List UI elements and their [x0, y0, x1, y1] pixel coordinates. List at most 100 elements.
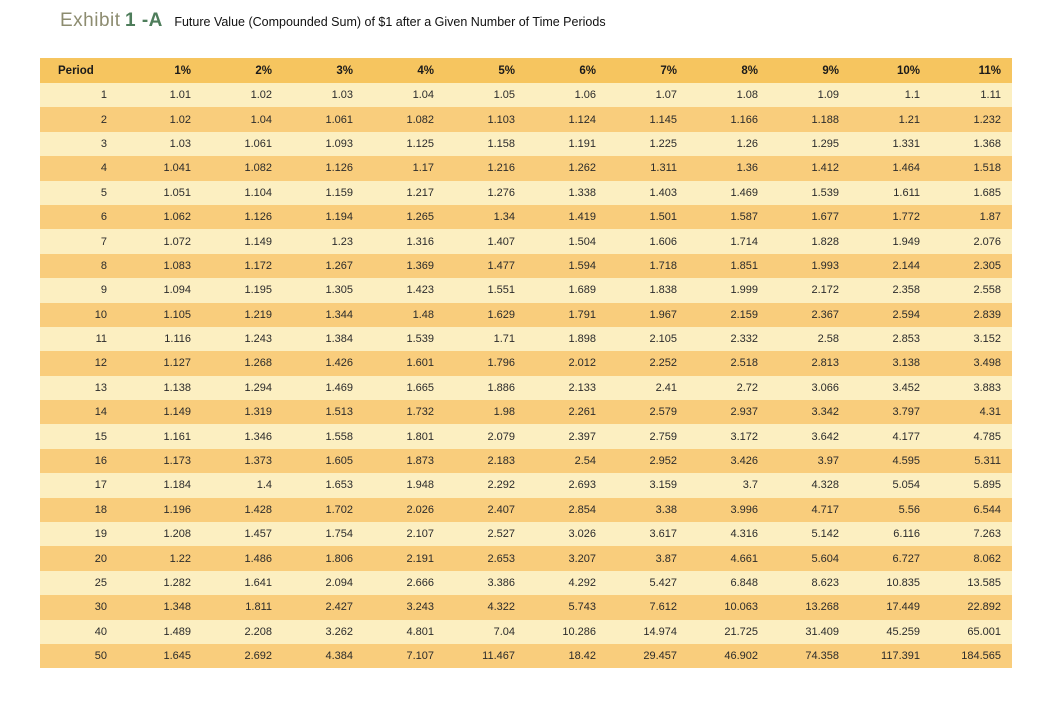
- value-cell: 10.286: [526, 619, 607, 644]
- value-cell: 1.04: [202, 107, 283, 132]
- value-cell: 1.208: [121, 522, 202, 547]
- value-cell: 1.11: [931, 83, 1012, 108]
- value-cell: 2.305: [931, 253, 1012, 279]
- value-cell: 3.7: [688, 473, 769, 498]
- value-cell: 1.082: [202, 156, 283, 181]
- value-cell: 2.358: [850, 278, 931, 303]
- value-cell: 3.159: [607, 473, 688, 498]
- value-cell: 1.828: [769, 229, 850, 254]
- value-cell: 1.05: [445, 83, 526, 108]
- value-cell: 1.948: [364, 473, 445, 498]
- exhibit-subtitle: Future Value (Compounded Sum) of $1 afte…: [174, 15, 606, 29]
- value-cell: 1.02: [121, 107, 202, 132]
- value-cell: 65.001: [931, 619, 1012, 644]
- value-cell: 1.276: [445, 180, 526, 205]
- column-header-period: Period: [40, 58, 121, 83]
- value-cell: 5.142: [769, 522, 850, 547]
- value-cell: 1.06: [526, 83, 607, 108]
- value-cell: 1.265: [364, 204, 445, 230]
- value-cell: 1.217: [364, 180, 445, 205]
- value-cell: 3.87: [607, 546, 688, 571]
- value-cell: 1.967: [607, 302, 688, 327]
- value-cell: 7.612: [607, 595, 688, 620]
- value-cell: 3.498: [931, 351, 1012, 376]
- table-row: 13 1.138 1.294 1.469 1.665 1.886 2.133 2.41 2.72…: [40, 375, 1012, 401]
- period-cell: 8: [40, 253, 121, 279]
- value-cell: 1.98: [445, 400, 526, 425]
- period-cell: 20: [40, 546, 121, 571]
- value-cell: 1.384: [283, 326, 364, 352]
- value-cell: 1.082: [364, 107, 445, 132]
- value-cell: 1.606: [607, 229, 688, 254]
- period-cell: 9: [40, 278, 121, 303]
- period-cell: 5: [40, 180, 121, 205]
- value-cell: 3.883: [931, 375, 1012, 401]
- value-cell: 1.428: [202, 497, 283, 523]
- value-cell: 1.03: [283, 83, 364, 108]
- column-header-3: 3%: [283, 58, 364, 83]
- value-cell: 2.026: [364, 497, 445, 523]
- value-cell: 1.126: [202, 204, 283, 230]
- value-cell: 3.243: [364, 595, 445, 620]
- table-row: 17 1.184 1.4 1.653 1.948 2.292 2.693 3.159 3.7 4.…: [40, 473, 1012, 498]
- value-cell: 1.689: [526, 278, 607, 303]
- table-row: 18 1.196 1.428 1.702 2.026 2.407 2.854 3.38 3.99…: [40, 497, 1012, 523]
- value-cell: 2.208: [202, 619, 283, 644]
- period-cell: 40: [40, 619, 121, 644]
- value-cell: 3.172: [688, 424, 769, 449]
- value-cell: 1.158: [445, 131, 526, 157]
- value-cell: 1.138: [121, 375, 202, 401]
- value-cell: 1.282: [121, 570, 202, 596]
- value-cell: 1.641: [202, 570, 283, 596]
- value-cell: 1.062: [121, 204, 202, 230]
- period-cell: 11: [40, 326, 121, 352]
- value-cell: 1.469: [283, 375, 364, 401]
- value-cell: 6.848: [688, 570, 769, 596]
- value-cell: 1.873: [364, 448, 445, 474]
- value-cell: 1.629: [445, 302, 526, 327]
- value-cell: 1.03: [121, 131, 202, 157]
- period-cell: 30: [40, 595, 121, 620]
- value-cell: 5.311: [931, 448, 1012, 474]
- period-cell: 15: [40, 424, 121, 449]
- value-cell: 1.243: [202, 326, 283, 352]
- value-cell: 2.183: [445, 448, 526, 474]
- value-cell: 18.42: [526, 643, 607, 669]
- value-cell: 3.026: [526, 522, 607, 547]
- table-row: 8 1.083 1.172 1.267 1.369 1.477 1.594 1.718 1.85…: [40, 253, 1012, 279]
- value-cell: 1.999: [688, 278, 769, 303]
- value-cell: 46.902: [688, 643, 769, 669]
- value-cell: 7.263: [931, 522, 1012, 547]
- value-cell: 1.346: [202, 424, 283, 449]
- value-cell: 1.718: [607, 253, 688, 279]
- value-cell: 1.501: [607, 204, 688, 230]
- value-cell: 4.384: [283, 643, 364, 669]
- value-cell: 1.149: [121, 400, 202, 425]
- value-cell: 1.191: [526, 131, 607, 157]
- value-cell: 13.585: [931, 570, 1012, 596]
- value-cell: 2.579: [607, 400, 688, 425]
- value-cell: 1.083: [121, 253, 202, 279]
- value-cell: 1.173: [121, 448, 202, 474]
- value-cell: 1.587: [688, 204, 769, 230]
- value-cell: 1.653: [283, 473, 364, 498]
- value-cell: 1.23: [283, 229, 364, 254]
- value-cell: 1.104: [202, 180, 283, 205]
- value-cell: 1.886: [445, 375, 526, 401]
- value-cell: 1.714: [688, 229, 769, 254]
- value-cell: 1.051: [121, 180, 202, 205]
- value-cell: 2.076: [931, 229, 1012, 254]
- value-cell: 2.012: [526, 351, 607, 376]
- value-cell: 2.105: [607, 326, 688, 352]
- value-cell: 4.717: [769, 497, 850, 523]
- value-cell: 4.322: [445, 595, 526, 620]
- value-cell: 1.305: [283, 278, 364, 303]
- value-cell: 1.26: [688, 131, 769, 157]
- value-cell: 2.558: [931, 278, 1012, 303]
- value-cell: 2.653: [445, 546, 526, 571]
- value-cell: 2.666: [364, 570, 445, 596]
- value-cell: 1.504: [526, 229, 607, 254]
- value-cell: 2.144: [850, 253, 931, 279]
- period-cell: 10: [40, 302, 121, 327]
- column-header-11: 11%: [931, 58, 1012, 83]
